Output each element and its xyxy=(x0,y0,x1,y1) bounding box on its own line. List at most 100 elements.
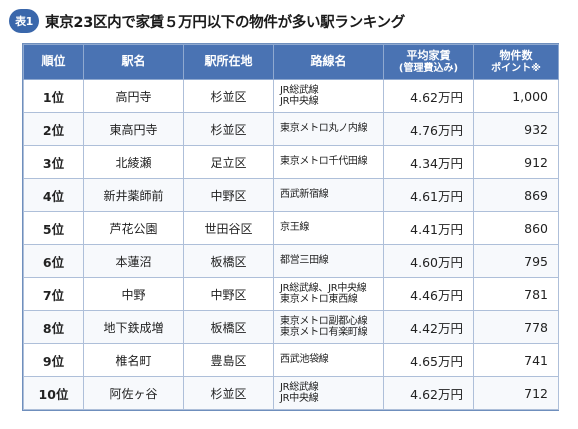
rent-cell: 4.42万円 xyxy=(383,310,474,344)
column-header-rent-sub: (管理費込み) xyxy=(398,62,459,74)
line-cell: 西武新宿線 xyxy=(273,178,384,212)
ward-cell: 杉並区 xyxy=(183,112,274,146)
line-cell: JR総武線 JR中央線 xyxy=(273,79,384,113)
count-cell: 912 xyxy=(473,145,559,179)
count-cell: 741 xyxy=(473,343,559,377)
table-row: 9位 椎名町 豊島区 西武池袋線 4.65万円 741 xyxy=(23,343,559,377)
line-name: 西武新宿線 xyxy=(280,189,329,201)
rent-cell: 4.34万円 xyxy=(383,145,474,179)
table-header-row: 順位 駅名 駅所在地 路線名 平均家賃 (管理費込み) 物件数 ポイント※ xyxy=(23,44,559,80)
line-name: JR中央線 xyxy=(280,393,319,404)
rank-cell: 5位 xyxy=(23,211,84,245)
line-cell: 西武池袋線 xyxy=(273,343,384,377)
table-row: 10位 阿佐ヶ谷 杉並区 JR総武線 JR中央線 4.62万円 712 xyxy=(23,376,559,410)
line-name: 都営三田線 xyxy=(280,255,329,267)
line-cell: 都営三田線 xyxy=(273,244,384,278)
ranking-table: 順位 駅名 駅所在地 路線名 平均家賃 (管理費込み) 物件数 ポイント※ 1位… xyxy=(23,44,559,410)
rank-cell: 2位 xyxy=(23,112,84,146)
line-cell: 京王線 xyxy=(273,211,384,245)
line-name: 東京メトロ千代田線 xyxy=(280,156,368,168)
count-cell: 712 xyxy=(473,376,559,410)
ward-cell: 板橋区 xyxy=(183,244,274,278)
table-row: 1位 高円寺 杉並区 JR総武線 JR中央線 4.62万円 1,000 xyxy=(23,79,559,113)
ward-cell: 板橋区 xyxy=(183,310,274,344)
count-cell: 869 xyxy=(473,178,559,212)
column-header-rent-main: 平均家賃 xyxy=(406,48,451,62)
rank-cell: 1位 xyxy=(23,79,84,113)
column-header-rent: 平均家賃 (管理費込み) xyxy=(383,44,474,80)
rank-cell: 9位 xyxy=(23,343,84,377)
rent-cell: 4.41万円 xyxy=(383,211,474,245)
count-cell: 932 xyxy=(473,112,559,146)
ranking-table-container: 順位 駅名 駅所在地 路線名 平均家賃 (管理費込み) 物件数 ポイント※ 1位… xyxy=(22,43,559,411)
page-title: 東京23区内で家賃５万円以下の物件が多い駅ランキング xyxy=(45,14,405,31)
count-cell: 1,000 xyxy=(473,79,559,113)
line-name: 西武池袋線 xyxy=(280,354,329,366)
table-row: 7位 中野 中野区 JR総武線、JR中央線 東京メトロ東西線 4.46万円 781 xyxy=(23,277,559,311)
station-cell: 東高円寺 xyxy=(83,112,184,146)
line-cell: 東京メトロ副都心線 東京メトロ有楽町線 xyxy=(273,310,384,344)
rank-cell: 4位 xyxy=(23,178,84,212)
column-header-count-main: 物件数 xyxy=(499,48,533,62)
rank-cell: 3位 xyxy=(23,145,84,179)
rank-cell: 8位 xyxy=(23,310,84,344)
count-cell: 781 xyxy=(473,277,559,311)
table-row: 8位 地下鉄成増 板橋区 東京メトロ副都心線 東京メトロ有楽町線 4.42万円 778 xyxy=(23,310,559,344)
column-header-rank: 順位 xyxy=(23,44,84,80)
rent-cell: 4.60万円 xyxy=(383,244,474,278)
line-name: JR総武線 xyxy=(280,381,319,393)
ward-cell: 杉並区 xyxy=(183,79,274,113)
rent-cell: 4.46万円 xyxy=(383,277,474,311)
table-row: 4位 新井薬師前 中野区 西武新宿線 4.61万円 869 xyxy=(23,178,559,212)
ward-cell: 足立区 xyxy=(183,145,274,179)
ward-cell: 杉並区 xyxy=(183,376,274,410)
rank-cell: 6位 xyxy=(23,244,84,278)
station-cell: 北綾瀬 xyxy=(83,145,184,179)
line-name: 東京メトロ東西線 xyxy=(280,294,358,305)
line-cell: JR総武線 JR中央線 xyxy=(273,376,384,410)
line-cell: 東京メトロ千代田線 xyxy=(273,145,384,179)
table-row: 6位 本蓮沼 板橋区 都営三田線 4.60万円 795 xyxy=(23,244,559,278)
count-cell: 860 xyxy=(473,211,559,245)
column-header-ward: 駅所在地 xyxy=(183,44,274,80)
rank-cell: 7位 xyxy=(23,277,84,311)
line-cell: JR総武線、JR中央線 東京メトロ東西線 xyxy=(273,277,384,311)
line-name: 京王線 xyxy=(280,222,310,234)
line-name: JR総武線、JR中央線 xyxy=(280,282,367,294)
ward-cell: 中野区 xyxy=(183,178,274,212)
line-name: JR中央線 xyxy=(280,96,319,107)
rent-cell: 4.62万円 xyxy=(383,79,474,113)
count-cell: 795 xyxy=(473,244,559,278)
line-name: JR総武線 xyxy=(280,84,319,96)
line-name: 東京メトロ丸ノ内線 xyxy=(280,123,368,135)
column-header-count-sub: ポイント※ xyxy=(491,62,541,74)
rent-cell: 4.76万円 xyxy=(383,112,474,146)
station-cell: 新井薬師前 xyxy=(83,178,184,212)
station-cell: 地下鉄成増 xyxy=(83,310,184,344)
station-cell: 芦花公園 xyxy=(83,211,184,245)
table-row: 5位 芦花公園 世田谷区 京王線 4.41万円 860 xyxy=(23,211,559,245)
station-cell: 高円寺 xyxy=(83,79,184,113)
rent-cell: 4.61万円 xyxy=(383,178,474,212)
ward-cell: 中野区 xyxy=(183,277,274,311)
table-row: 2位 東高円寺 杉並区 東京メトロ丸ノ内線 4.76万円 932 xyxy=(23,112,559,146)
station-cell: 阿佐ヶ谷 xyxy=(83,376,184,410)
count-cell: 778 xyxy=(473,310,559,344)
ward-cell: 世田谷区 xyxy=(183,211,274,245)
station-cell: 本蓮沼 xyxy=(83,244,184,278)
rank-cell: 10位 xyxy=(23,376,84,410)
table-number-badge: 表1 xyxy=(9,9,39,33)
column-header-station: 駅名 xyxy=(83,44,184,80)
column-header-line: 路線名 xyxy=(273,44,384,80)
line-name: 東京メトロ副都心線 xyxy=(280,315,368,327)
station-cell: 中野 xyxy=(83,277,184,311)
rent-cell: 4.65万円 xyxy=(383,343,474,377)
table-row: 3位 北綾瀬 足立区 東京メトロ千代田線 4.34万円 912 xyxy=(23,145,559,179)
ward-cell: 豊島区 xyxy=(183,343,274,377)
line-cell: 東京メトロ丸ノ内線 xyxy=(273,112,384,146)
line-name: 東京メトロ有楽町線 xyxy=(280,327,368,338)
column-header-count: 物件数 ポイント※ xyxy=(473,44,559,80)
table-header: 表1 東京23区内で家賃５万円以下の物件が多い駅ランキング xyxy=(9,8,405,34)
station-cell: 椎名町 xyxy=(83,343,184,377)
rent-cell: 4.62万円 xyxy=(383,376,474,410)
